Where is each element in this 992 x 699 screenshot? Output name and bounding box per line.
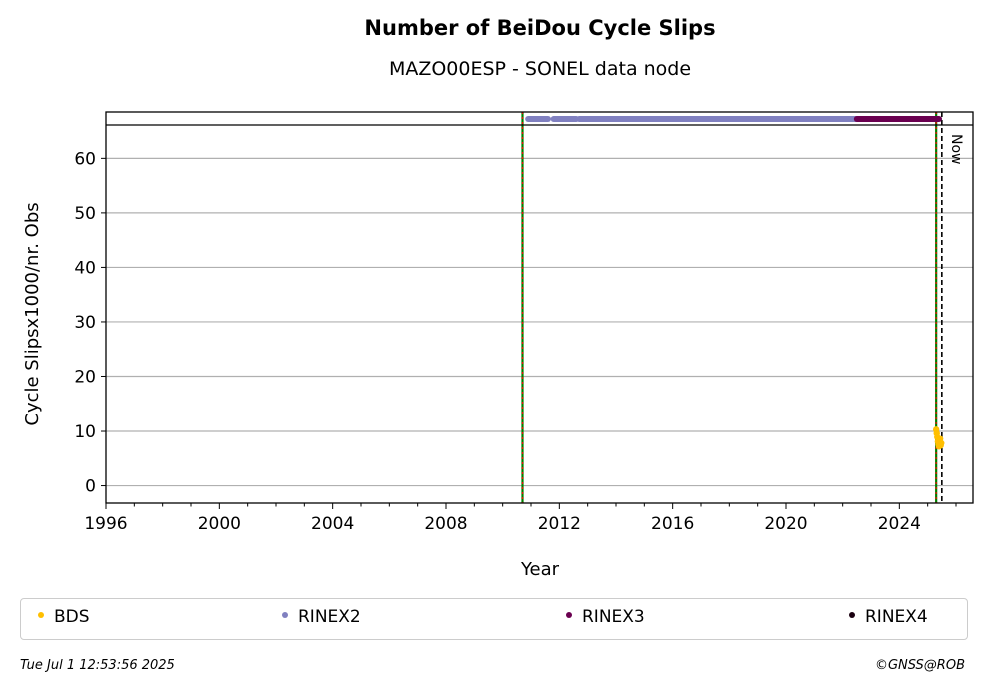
x-tick-label: 2016 [651,514,694,534]
y-tick-label: 50 [74,204,96,224]
timestamp: Tue Jul 1 12:53:56 2025 [20,658,175,673]
x-axis: 1996 2000 2004 2008 2012 2016 2020 2024 [84,503,957,534]
plot-frame [105,111,974,504]
chart-plot: 1996 2000 2004 2008 2012 2016 2020 2024 0 10 20 30… [22,111,974,580]
chart-title: Number of BeiDou Cycle Slips [364,16,716,40]
x-tick-label: 2004 [311,514,354,534]
y-axis: 0 10 20 30 40 50 60 [74,149,106,497]
legend-marker-rinex3 [566,612,572,618]
legend-label-rinex4: RINEX4 [865,607,928,627]
legend-marker-rinex4 [849,612,855,618]
x-tick-label: 2024 [878,514,921,534]
legend-item-rinex3: RINEX3 [566,607,645,627]
y-tick-label: 0 [85,477,96,497]
legend-label-bds: BDS [54,607,90,627]
bds-point [938,439,945,447]
x-axis-label: Year [520,559,560,580]
chart-subtitle: MAZO00ESP - SONEL data node [388,58,692,80]
observation-boundary-lines [521,112,943,503]
legend-marker-bds [38,612,44,618]
copyright: ©GNSS@ROB [874,658,965,673]
grid-lines [106,157,973,487]
y-tick-label: 40 [74,258,96,278]
legend-item-bds: BDS [38,607,90,627]
legend: BDS RINEX2 RINEX3 RINEX4 [20,598,968,640]
y-tick-label: 20 [74,367,96,387]
legend-item-rinex2: RINEX2 [282,607,361,627]
y-tick-label: 60 [74,149,96,169]
x-tick-label: 1996 [84,514,127,534]
now-label: Now [948,134,964,165]
x-tick-label: 2020 [764,514,807,534]
legend-item-rinex4: RINEX4 [849,607,928,627]
legend-label-rinex3: RINEX3 [582,607,645,627]
legend-label-rinex2: RINEX2 [298,607,361,627]
x-tick-label: 2012 [538,514,581,534]
legend-marker-rinex2 [282,612,288,618]
x-tick-label: 2000 [198,514,241,534]
bds-points [932,426,945,450]
y-tick-label: 10 [74,422,96,442]
x-tick-label: 2008 [424,514,467,534]
y-tick-label: 30 [74,313,96,333]
y-axis-label: Cycle Slipsx1000/nr. Obs [22,202,43,425]
